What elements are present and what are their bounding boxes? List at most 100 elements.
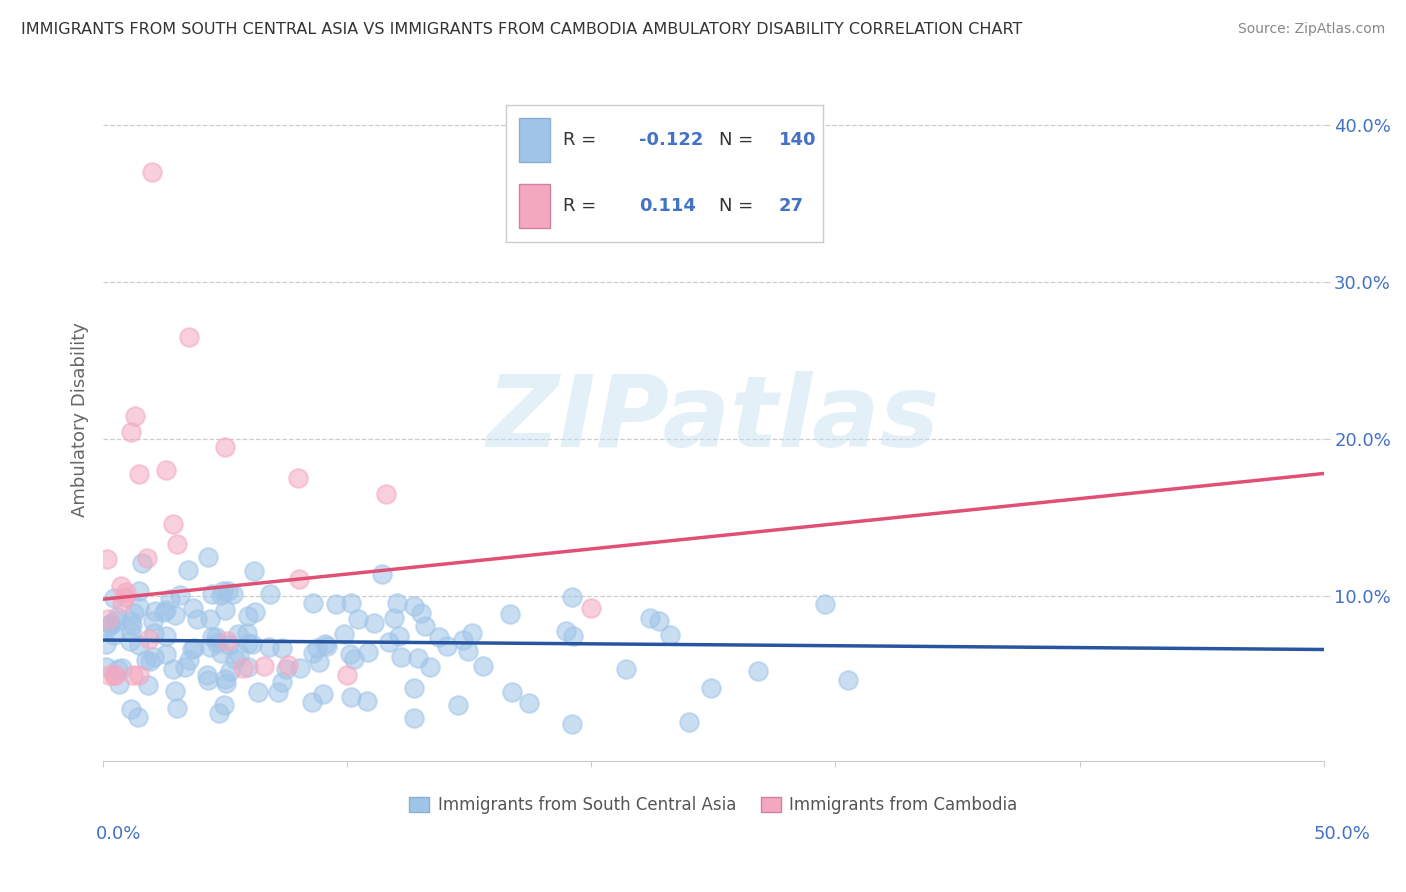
- Point: [371, 567, 394, 582]
- Point: [174, 660, 197, 674]
- Point: [107, 677, 129, 691]
- Point: [346, 612, 368, 626]
- Point: [460, 626, 482, 640]
- Point: [411, 606, 433, 620]
- Point: [124, 409, 146, 423]
- Point: [238, 635, 260, 649]
- Point: [201, 587, 224, 601]
- Point: [325, 597, 347, 611]
- Point: [212, 698, 235, 712]
- Point: [228, 626, 250, 640]
- Point: [814, 597, 837, 611]
- Point: [204, 631, 226, 645]
- Point: [209, 646, 232, 660]
- Y-axis label: Ambulatory Disability: Ambulatory Disability: [72, 322, 89, 516]
- Point: [457, 644, 479, 658]
- Point: [340, 690, 363, 704]
- Point: [581, 601, 603, 615]
- Point: [111, 661, 134, 675]
- Point: [195, 667, 218, 681]
- Point: [118, 634, 141, 648]
- Point: [138, 632, 160, 647]
- Point: [404, 711, 426, 725]
- Point: [259, 587, 281, 601]
- Point: [179, 653, 201, 667]
- Point: [302, 646, 325, 660]
- Point: [387, 596, 409, 610]
- Point: [554, 624, 576, 638]
- Point: [356, 645, 378, 659]
- Point: [120, 625, 142, 640]
- Point: [128, 638, 150, 652]
- Point: [837, 673, 859, 687]
- Point: [166, 700, 188, 714]
- Point: [451, 633, 474, 648]
- Point: [288, 661, 311, 675]
- Point: [212, 584, 235, 599]
- Point: [561, 629, 583, 643]
- Point: [499, 607, 522, 621]
- Point: [155, 648, 177, 662]
- Point: [236, 660, 259, 674]
- Legend: Immigrants from South Central Asia, Immigrants from Cambodia: Immigrants from South Central Asia, Immi…: [409, 797, 1018, 814]
- Point: [436, 639, 458, 653]
- Point: [107, 662, 129, 676]
- Point: [177, 563, 200, 577]
- Point: [277, 657, 299, 672]
- Point: [333, 627, 356, 641]
- Point: [419, 660, 441, 674]
- Point: [382, 611, 405, 625]
- Text: ZIPatlas: ZIPatlas: [486, 371, 941, 467]
- Point: [103, 667, 125, 681]
- Point: [155, 463, 177, 477]
- Point: [336, 667, 359, 681]
- Point: [128, 584, 150, 599]
- Point: [375, 487, 398, 501]
- Point: [747, 664, 769, 678]
- Point: [97, 667, 120, 681]
- Point: [208, 706, 231, 721]
- Point: [143, 626, 166, 640]
- Point: [141, 165, 163, 179]
- Point: [122, 667, 145, 681]
- Point: [267, 685, 290, 699]
- Point: [98, 617, 121, 632]
- Point: [105, 615, 128, 629]
- Point: [232, 660, 254, 674]
- Point: [561, 590, 583, 604]
- Point: [638, 611, 661, 625]
- Point: [198, 640, 221, 654]
- Point: [142, 614, 165, 628]
- Point: [301, 695, 323, 709]
- Point: [215, 634, 238, 648]
- Point: [413, 619, 436, 633]
- Point: [165, 608, 187, 623]
- Point: [97, 620, 120, 634]
- Point: [647, 615, 669, 629]
- Point: [356, 694, 378, 708]
- Point: [136, 678, 159, 692]
- Text: 50.0%: 50.0%: [1315, 825, 1371, 843]
- Point: [302, 595, 325, 609]
- Point: [560, 717, 582, 731]
- Point: [305, 641, 328, 656]
- Point: [214, 603, 236, 617]
- Point: [100, 616, 122, 631]
- Point: [217, 583, 239, 598]
- Point: [103, 628, 125, 642]
- Point: [404, 681, 426, 695]
- Point: [363, 615, 385, 630]
- Point: [96, 551, 118, 566]
- Point: [103, 591, 125, 605]
- Point: [105, 610, 128, 624]
- Point: [253, 659, 276, 673]
- Point: [245, 606, 267, 620]
- Point: [128, 667, 150, 681]
- Point: [343, 651, 366, 665]
- Text: 0.0%: 0.0%: [96, 825, 141, 843]
- Point: [128, 600, 150, 615]
- Point: [139, 654, 162, 668]
- Point: [120, 425, 142, 439]
- Point: [181, 641, 204, 656]
- Text: Source: ZipAtlas.com: Source: ZipAtlas.com: [1237, 22, 1385, 37]
